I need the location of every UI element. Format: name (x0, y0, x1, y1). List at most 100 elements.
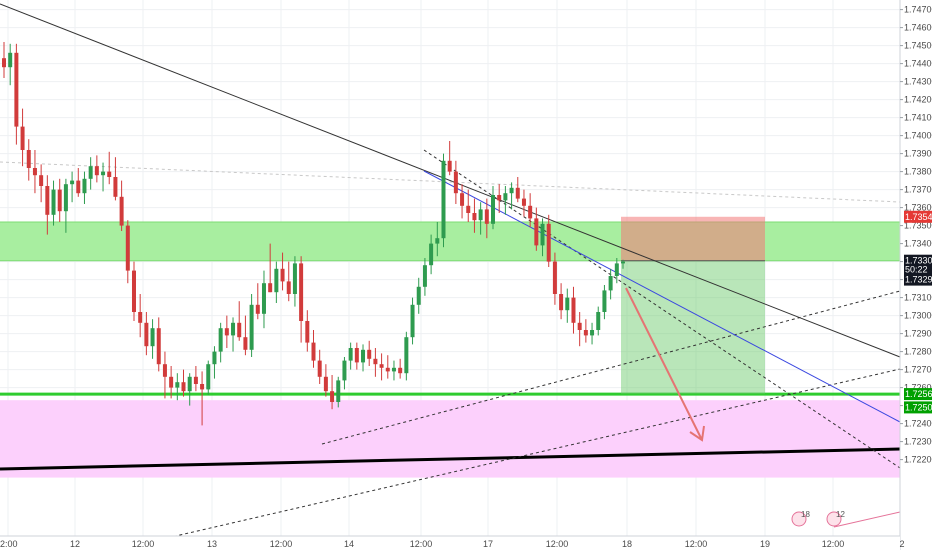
price-tick-label: 1.74200 (904, 95, 932, 105)
overlays[interactable]: 18 12 (791, 510, 901, 528)
candle-body (181, 382, 186, 392)
candle-body (534, 218, 539, 246)
candle-body (237, 322, 242, 338)
stop-loss-box (621, 216, 765, 261)
candle (39, 164, 44, 203)
candle (577, 312, 582, 347)
candle (206, 360, 211, 395)
price-tick-label: 1.74400 (904, 59, 932, 69)
zones (0, 221, 900, 478)
candle-body (107, 171, 112, 177)
candle-body (565, 297, 570, 311)
candle-body (348, 348, 353, 361)
candle-body (466, 205, 471, 213)
candle (162, 351, 167, 399)
price-tick-label: 1.72900 (904, 329, 932, 339)
candle-body (422, 265, 427, 287)
candle (497, 184, 502, 213)
candle (243, 315, 248, 356)
price-tag: 1.73549 (904, 210, 932, 223)
candle-body (249, 304, 254, 350)
candle (268, 243, 273, 293)
candle (286, 261, 291, 302)
candle (404, 331, 409, 381)
candle (503, 186, 508, 215)
candle-body (391, 367, 396, 372)
candle-body (330, 391, 335, 402)
candle-body (63, 184, 68, 212)
candle (76, 168, 81, 197)
candle-body (113, 177, 118, 197)
candle-body (367, 349, 372, 359)
candle-body (379, 364, 384, 368)
candle (224, 315, 229, 348)
candle-body (305, 321, 310, 343)
candle (528, 193, 533, 228)
event-marker[interactable]: 18 (791, 510, 810, 527)
candle (608, 268, 613, 300)
candle (596, 306, 601, 336)
price-tag: 1.73292 (904, 273, 932, 286)
candle (82, 171, 87, 204)
price-tag-label: 1.72564 (905, 389, 932, 399)
candle-body (26, 150, 31, 168)
candle (255, 283, 260, 320)
candle (583, 319, 588, 343)
event-marker[interactable]: 12 (826, 510, 845, 527)
trendlines[interactable] (0, 3, 901, 550)
candle (521, 189, 526, 217)
candle (212, 346, 217, 379)
candle (231, 317, 236, 352)
resistance-line-grey (0, 161, 901, 203)
short-position-tool[interactable] (621, 216, 765, 395)
candle-body (150, 328, 155, 347)
time-tick-label: 2 (899, 539, 904, 549)
candle (441, 153, 446, 248)
candle-body (385, 367, 390, 372)
price-tick-label: 1.72800 (904, 347, 932, 357)
candle-body (144, 322, 149, 347)
support-trendline-thick (0, 447, 901, 471)
candle-body (162, 364, 167, 377)
candle-body (441, 160, 446, 239)
candle-body (460, 193, 465, 206)
time-axis-bg (0, 536, 900, 550)
candle (509, 182, 514, 210)
time-tick-label: 18 (622, 539, 632, 549)
candle-body (8, 52, 13, 68)
candle-body (280, 268, 285, 282)
candle (32, 150, 37, 194)
candle-body (559, 294, 564, 311)
time-tick-label: 13 (207, 539, 217, 549)
price-tags: 1.73549 1.7330550:221.73292 1.72564 1.72506 (904, 210, 932, 414)
candle-body (82, 178, 87, 194)
event-marker-circle (791, 511, 807, 527)
time-axis[interactable]: 2:00 12 12:00 13 12:00 14 12:00 17 12:00 18 12:00 1… (0, 535, 905, 550)
candle-body (292, 263, 297, 294)
candle-body (156, 328, 161, 365)
candle (614, 258, 619, 284)
price-tick-label: 1.72400 (904, 419, 932, 429)
candle-body (20, 126, 25, 150)
candle (422, 258, 427, 296)
candle (45, 175, 50, 235)
candle (478, 202, 483, 235)
candle-body (491, 195, 496, 224)
price-tick-label: 1.72600 (904, 383, 932, 393)
candle (94, 155, 99, 183)
candle (552, 252, 557, 305)
price-tick-label: 1.74500 (904, 41, 932, 51)
candle-body (231, 322, 236, 336)
candle-body (608, 276, 613, 291)
candle-body (472, 213, 477, 221)
event-marker-label: 12 (836, 510, 845, 519)
candle-body (51, 189, 56, 215)
candle (484, 198, 489, 239)
candle-body (286, 281, 291, 294)
candle (323, 364, 328, 397)
candle-body (484, 209, 489, 224)
candle-body (311, 342, 316, 361)
price-tag-bg (904, 263, 932, 276)
price-tick-label: 1.73000 (904, 311, 932, 321)
